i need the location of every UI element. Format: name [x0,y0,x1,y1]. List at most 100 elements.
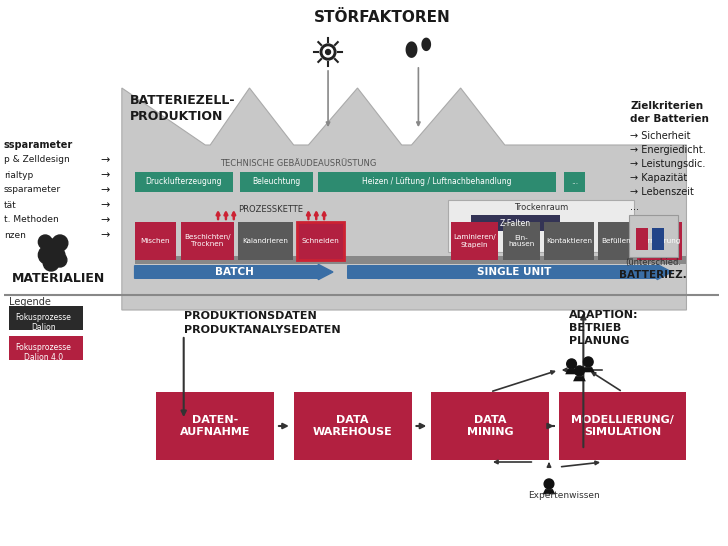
Bar [293,392,411,460]
Circle shape [323,47,333,57]
Bar [157,392,274,460]
Text: MATERIALIEN: MATERIALIEN [12,271,105,284]
Text: ...: ... [571,177,578,187]
Polygon shape [565,369,578,375]
Text: →: → [100,185,110,195]
Text: Laminieren/
Stapeln: Laminieren/ Stapeln [453,234,496,247]
Circle shape [50,247,65,263]
Text: TECHNISCHE GEBÄUDEAUSRÜSTUNG: TECHNISCHE GEBÄUDEAUSRÜSTUNG [221,158,377,168]
Text: Ein-
hausen: Ein- hausen [508,234,534,247]
Text: BETRIEB: BETRIEB [569,323,621,333]
Bar [451,222,498,260]
Circle shape [39,235,52,249]
Bar [544,222,594,260]
Circle shape [325,50,331,55]
Bar [9,306,82,330]
Text: → Sicherheit: → Sicherheit [630,131,691,141]
Polygon shape [405,41,417,58]
Text: MODELLIERUNG/
SIMULATION: MODELLIERUNG/ SIMULATION [571,415,674,437]
Polygon shape [542,489,555,494]
Circle shape [583,357,593,367]
Circle shape [53,253,67,267]
Text: STÖRFAKTOREN: STÖRFAKTOREN [314,10,451,26]
Text: Formierung: Formierung [638,238,680,244]
Text: PRODUKTIONSDATEN: PRODUKTIONSDATEN [183,311,317,321]
Text: (unterschied.: (unterschied. [625,258,681,266]
Text: Beleuchtung: Beleuchtung [253,177,301,187]
Text: ssparameter: ssparameter [4,140,74,150]
Text: der Batterien: der Batterien [630,114,709,124]
Text: Heizen / Lüftung / Luftnachbehandlung: Heizen / Lüftung / Luftnachbehandlung [363,177,512,187]
Bar [636,228,648,250]
Bar [431,392,549,460]
Text: tät: tät [4,200,17,210]
Polygon shape [582,367,595,372]
Bar [638,222,681,260]
Circle shape [566,359,577,369]
Circle shape [320,44,336,60]
Text: DATA
WAREHOUSE: DATA WAREHOUSE [313,415,392,437]
Polygon shape [122,88,687,310]
Text: BATCH: BATCH [215,267,254,277]
Text: DATA
MINING: DATA MINING [467,415,513,437]
Circle shape [43,255,59,271]
Text: →: → [100,230,110,240]
Text: Trockenraum: Trockenraum [514,204,569,212]
Polygon shape [422,38,431,51]
Text: Schneiden: Schneiden [301,238,339,244]
Bar [9,336,82,360]
Text: →: → [100,170,110,180]
Text: Legende: Legende [9,297,51,307]
Bar [652,228,664,250]
Text: PRODUKTION: PRODUKTION [130,110,223,122]
Circle shape [52,235,68,251]
Bar [318,172,556,192]
Text: Beschichten/
Trocknen: Beschichten/ Trocknen [184,234,231,247]
FancyArrow shape [348,264,672,280]
Text: Fokusprozesse: Fokusprozesse [15,313,71,323]
Text: DaIion 4.0: DaIion 4.0 [24,353,63,361]
Bar [135,172,233,192]
Text: → Kapazität: → Kapazität [630,173,688,183]
Text: Drucklufterzeugung: Drucklufterzeugung [146,177,222,187]
Bar [296,222,344,260]
Circle shape [42,239,60,257]
Text: rialtyp: rialtyp [4,170,33,180]
Text: SINGLE UNIT: SINGLE UNIT [478,267,552,277]
Text: Kalandrieren: Kalandrieren [242,238,288,244]
Text: Zielkriterien: Zielkriterien [630,101,704,111]
Text: → Lebenszeit: → Lebenszeit [630,187,695,197]
Bar [559,392,687,460]
Bar [135,256,687,264]
Bar [181,222,234,260]
Circle shape [574,366,585,376]
FancyArrow shape [135,264,333,280]
Text: →: → [100,215,110,225]
Bar [240,172,313,192]
Text: nzen: nzen [4,230,26,240]
Bar [472,215,560,231]
Bar [503,222,540,260]
Circle shape [544,479,554,489]
Text: DaIion: DaIion [31,323,55,331]
Bar [628,215,678,257]
Text: →: → [100,155,110,165]
Text: PROZESSKETTE: PROZESSKETTE [239,205,304,215]
Text: t. Methoden: t. Methoden [4,216,59,224]
Text: ...: ... [630,202,639,212]
Text: DATEN-
AUFNAHME: DATEN- AUFNAHME [180,415,250,437]
Text: PRODUKTANALYSEDATEN: PRODUKTANALYSEDATEN [183,325,340,335]
Text: → Leistungsdic.: → Leistungsdic. [630,159,706,169]
Bar [135,222,176,260]
Text: → Energiedicht.: → Energiedicht. [630,145,706,155]
Text: Z-Falten: Z-Falten [500,218,531,228]
Text: Befüllen: Befüllen [601,238,630,244]
Text: BATTERIEZ.: BATTERIEZ. [620,270,687,280]
Text: ADAPTION:: ADAPTION: [569,310,638,320]
Text: PLANUNG: PLANUNG [569,336,629,346]
Text: Kontaktieren: Kontaktieren [546,238,592,244]
Text: BATTERIEZELL-: BATTERIEZELL- [130,93,235,106]
Polygon shape [573,376,586,381]
Bar [238,222,293,260]
Text: p & Zelldesign: p & Zelldesign [4,156,70,164]
